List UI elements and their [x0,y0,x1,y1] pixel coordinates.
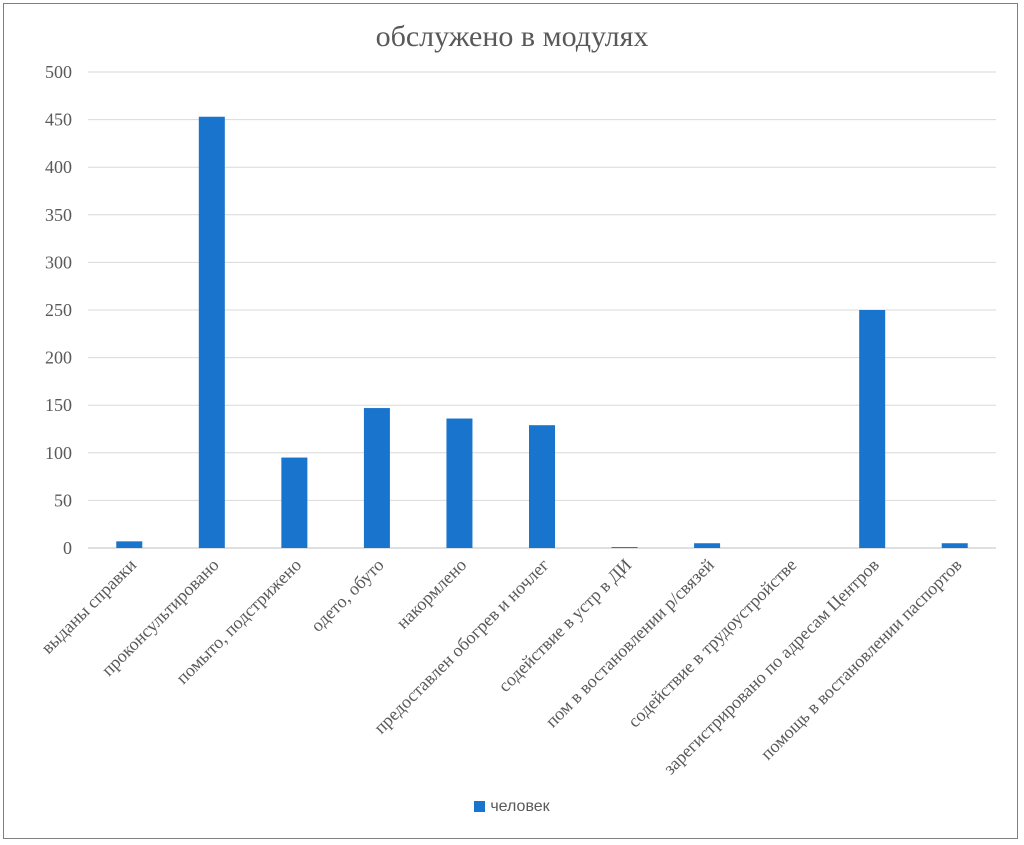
x-axis-ticks: выданы справкипроконсультированопомыто, … [37,554,965,778]
bar [694,543,721,548]
bar [281,457,308,548]
y-tick-label: 350 [45,205,72,225]
bar [363,408,390,548]
x-tick-label: накормлено [392,555,470,633]
y-tick-label: 150 [45,395,72,415]
y-tick-label: 300 [45,252,72,272]
y-tick-label: 450 [45,110,72,130]
x-tick-label: одето, обуто [307,555,388,636]
bar [859,310,886,548]
chart-frame [3,3,1018,839]
y-axis-ticks: 0 50 100 150 200 250 300 350 400 450 500 [45,62,72,558]
x-tick-label: предоставлен обогрев и ночлег [370,555,553,738]
bar [446,418,473,548]
y-tick-label: 50 [54,490,72,510]
chart-title: обслужено в модулях [375,20,649,53]
bar [529,425,555,548]
y-tick-label: 200 [45,348,72,368]
bar [116,541,143,548]
bar [941,543,968,548]
x-tick-label: содействие в трудоустройстве [624,555,801,732]
y-tick-label: 250 [45,300,72,320]
y-tick-label: 100 [45,443,72,463]
x-tick-label: пом в востановлении р/связей [541,554,718,731]
y-tick-label: 0 [63,538,72,558]
legend: человек [0,798,1024,816]
bar [611,547,638,548]
legend-swatch [474,801,486,812]
y-tick-label: 500 [45,62,72,82]
x-tick-label: содействие в устр в ДИ [494,555,635,696]
y-tick-label: 400 [45,157,72,177]
gridlines [88,71,996,549]
bar [198,116,225,548]
legend-label: человек [490,798,550,815]
bars [116,116,968,548]
